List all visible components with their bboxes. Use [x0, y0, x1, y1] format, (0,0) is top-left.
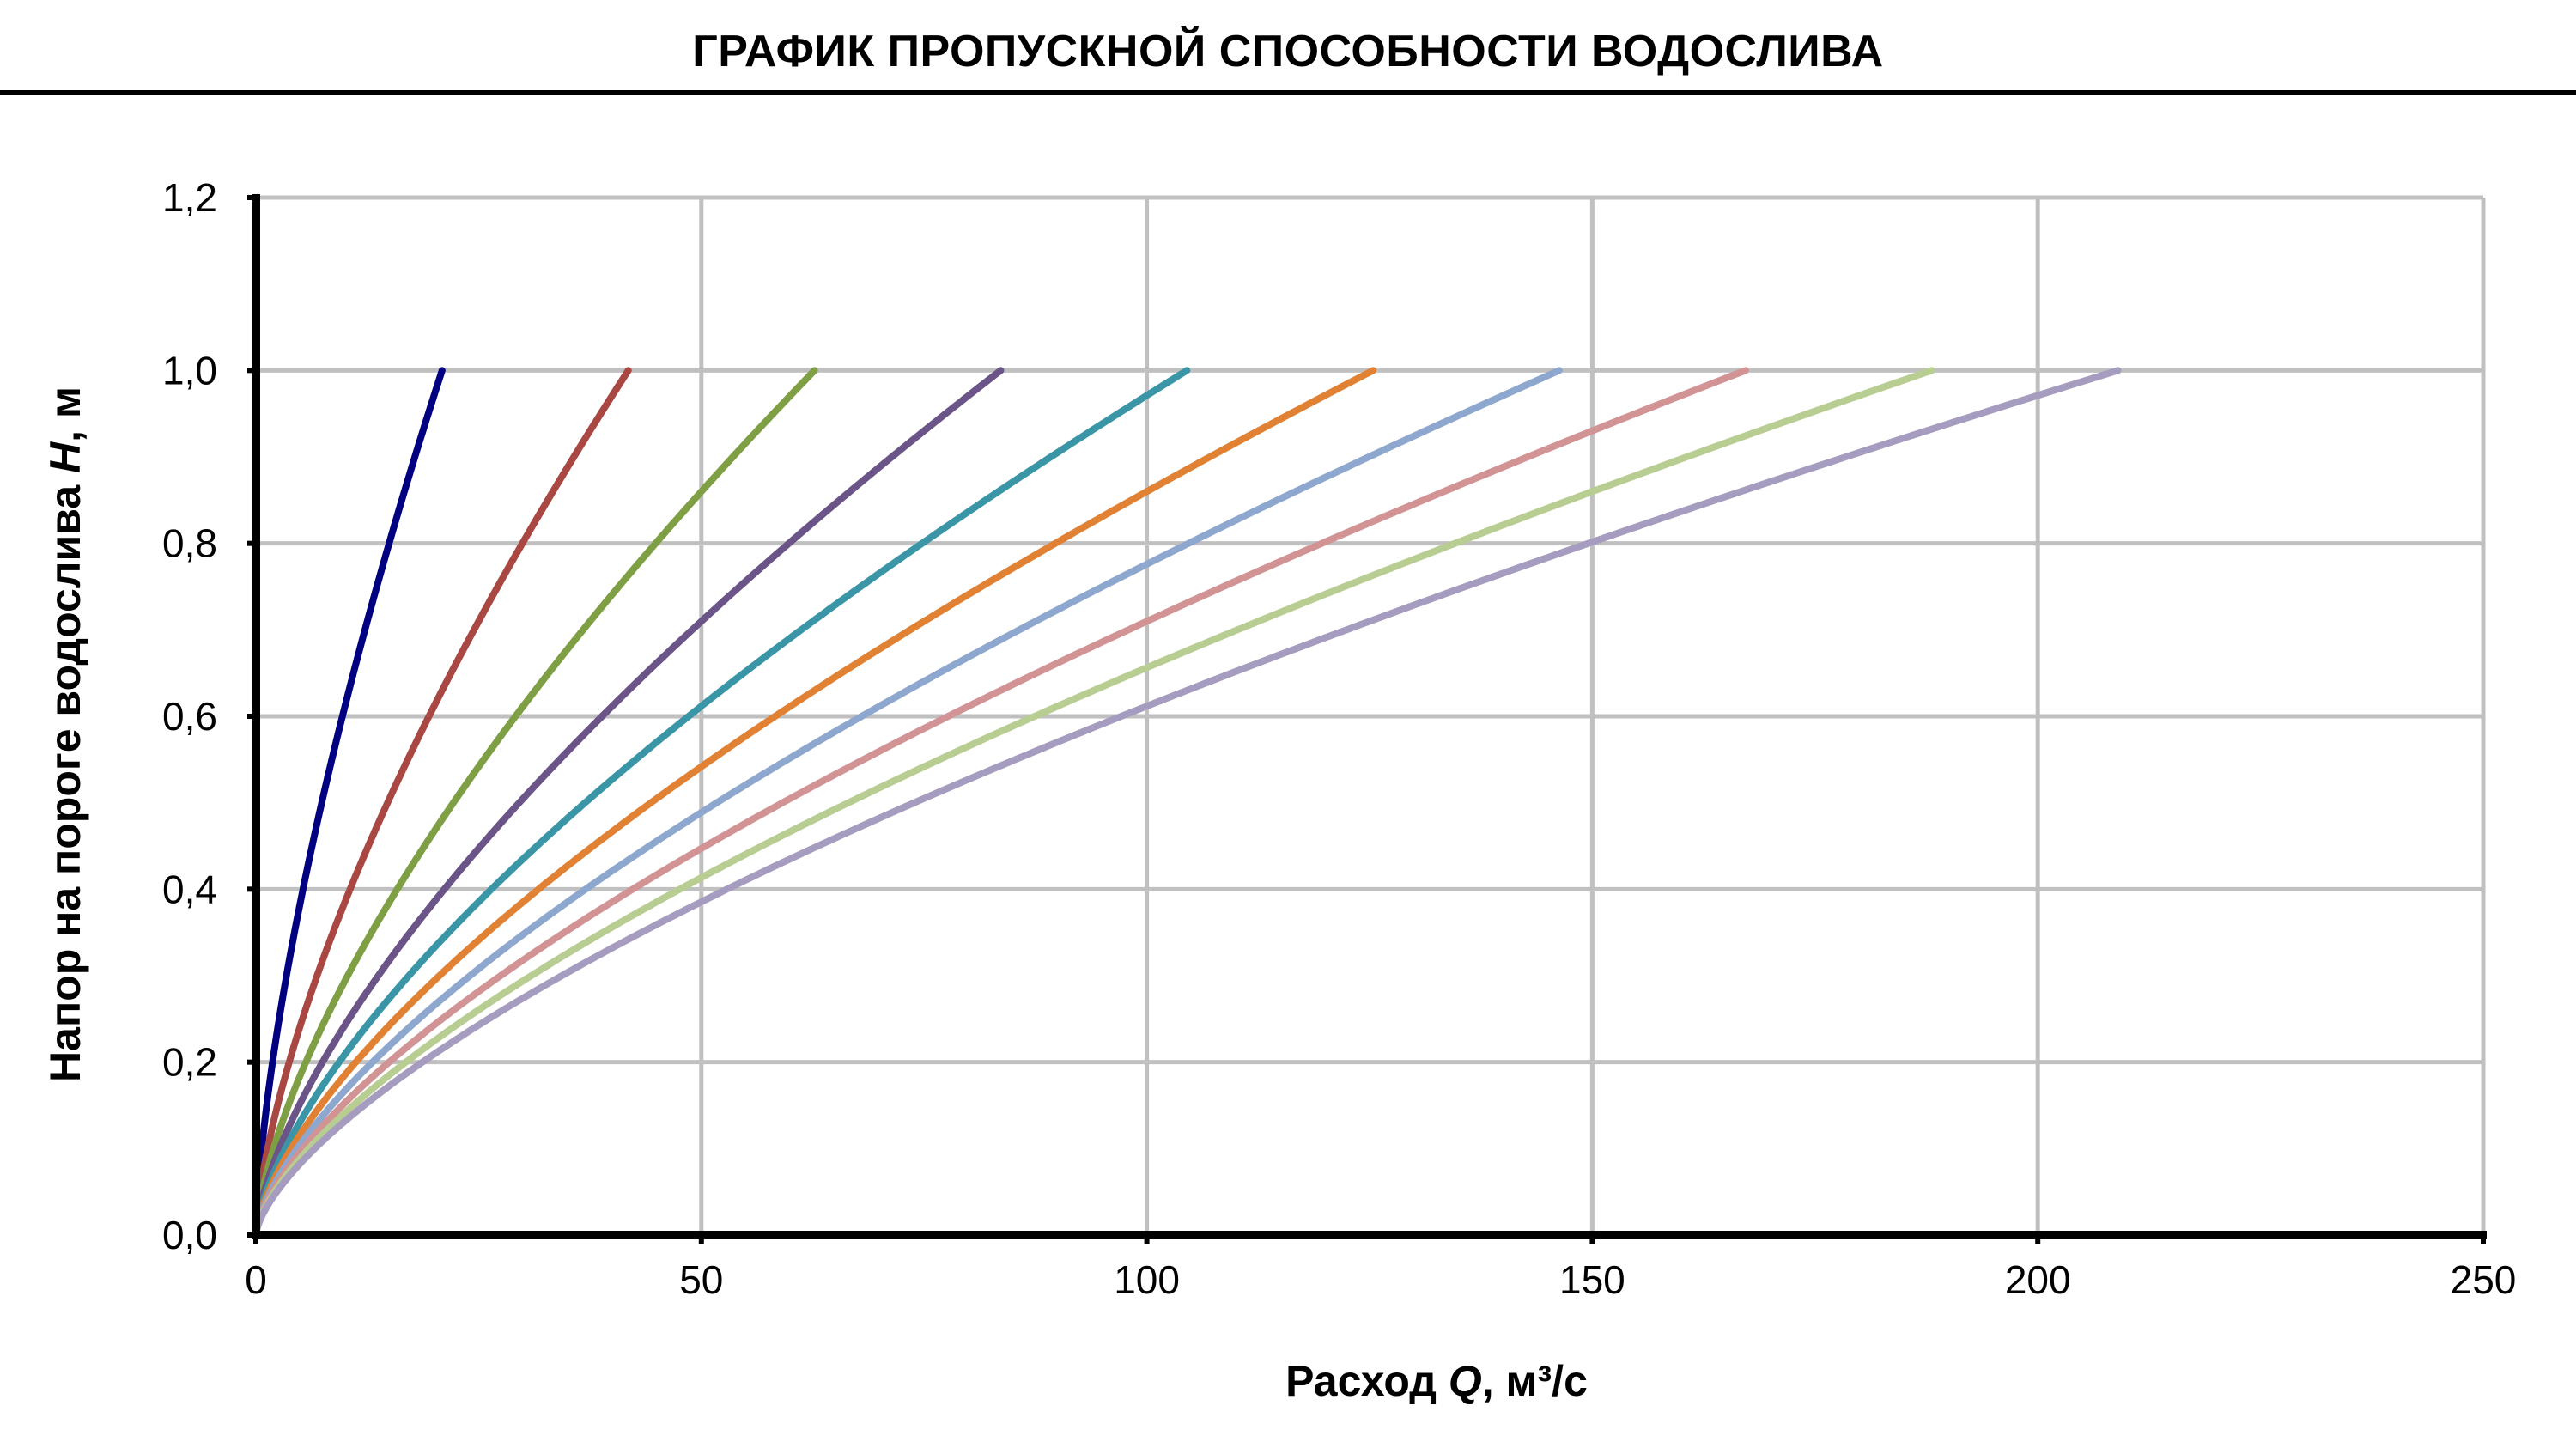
- x-tick-label: 0: [245, 1257, 267, 1302]
- axis-title-prefix: Расход: [1285, 1357, 1449, 1405]
- y-tick-label: 0,4: [162, 867, 217, 911]
- grid-lines: [256, 195, 2486, 1235]
- y-axis-title: Напор на пороге водослива H, м: [41, 386, 89, 1082]
- x-tick-label: 200: [2005, 1257, 2071, 1302]
- y-tick-labels: 0,0 0,2 0,4 0,6 0,8 1,0 1,2: [162, 175, 217, 1257]
- title-underline: [0, 90, 2576, 95]
- y-tick-label: 0,6: [162, 694, 217, 739]
- axis-title-suffix: , м: [41, 386, 89, 442]
- x-tick-label: 250: [2451, 1257, 2517, 1302]
- x-tick-label: 50: [679, 1257, 723, 1302]
- series-line-8: [252, 367, 1749, 1238]
- axis-title-var: H: [41, 441, 89, 473]
- series-line-10: [252, 367, 2122, 1238]
- x-axis-title: Расход Q, м³/с: [1285, 1357, 1588, 1405]
- series-line-4: [252, 367, 1005, 1238]
- axis-title-var: Q: [1449, 1357, 1482, 1405]
- series-line-9: [252, 367, 1935, 1238]
- y-tick-label: 0,8: [162, 521, 217, 566]
- y-tick-label: 0,2: [162, 1040, 217, 1085]
- series-line-7: [252, 367, 1564, 1238]
- y-tick-label: 1,0: [162, 348, 217, 392]
- axis-title-prefix: Напор на пороге водослива: [41, 473, 89, 1082]
- x-tick-label: 150: [1559, 1257, 1625, 1302]
- series-line-6: [252, 367, 1377, 1238]
- series-line-1: [252, 367, 446, 1238]
- axes: [247, 194, 2487, 1244]
- y-tick-label: 1,2: [162, 175, 217, 220]
- y-tick-label: 0,0: [162, 1213, 217, 1257]
- series-line-5: [252, 367, 1191, 1238]
- series-line-2: [252, 367, 632, 1238]
- axis-title-suffix: , м³/с: [1482, 1357, 1588, 1405]
- x-tick-labels: 0 50 100 150 200 250: [245, 1257, 2516, 1302]
- x-tick-label: 100: [1114, 1257, 1180, 1302]
- chart-title: ГРАФИК ПРОПУСКНОЙ СПОСОБНОСТИ ВОДОСЛИВА: [692, 27, 1884, 76]
- series-lines: [252, 367, 2122, 1238]
- series-line-3: [252, 367, 818, 1238]
